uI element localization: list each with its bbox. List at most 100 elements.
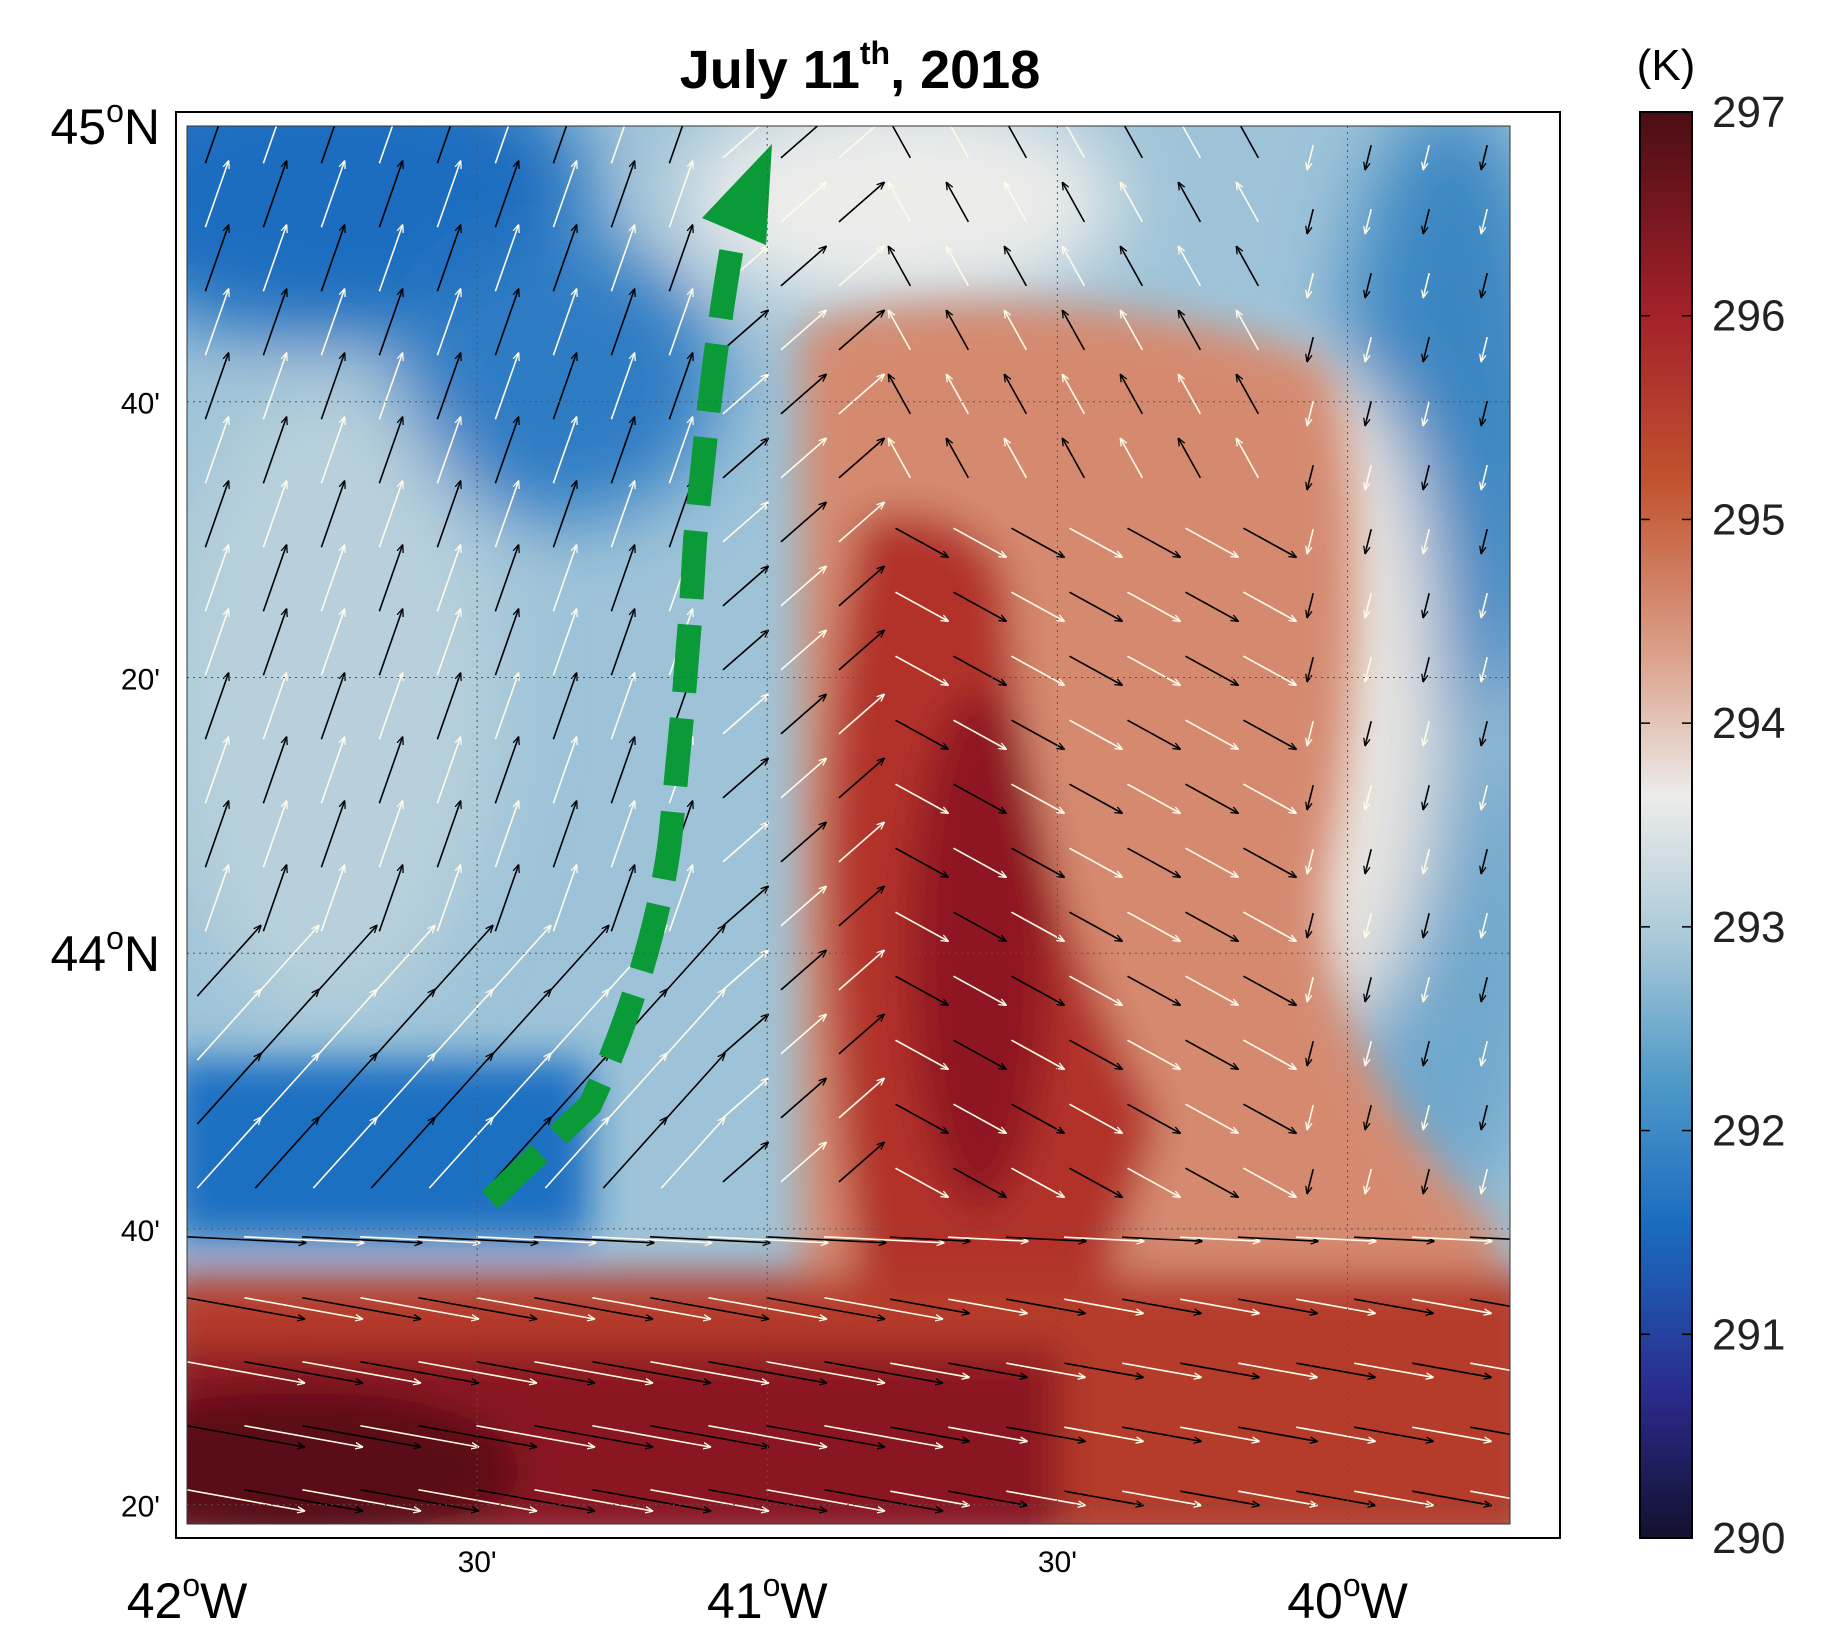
velocity-vector [1412,1298,1491,1313]
velocity-vector [1423,976,1430,1001]
colorbar-tick-label: 296 [1712,292,1785,341]
velocity-vector [1011,1167,1064,1197]
sst-field [187,126,1510,1524]
velocity-vector [953,1167,1006,1197]
velocity-vector [953,527,1006,557]
velocity-vector [1127,975,1180,1005]
velocity-vector [320,609,344,676]
velocity-vector [378,161,402,228]
velocity-vector [360,1488,478,1511]
velocity-vector [476,1296,594,1319]
velocity-vector [722,374,768,415]
velocity-vector [1122,1298,1201,1313]
velocity-vector [1481,1104,1488,1129]
velocity-vector [204,481,228,548]
velocity-vector [370,1118,435,1189]
velocity-vector [948,1490,1027,1505]
y-tick-label: 44oN [50,920,160,982]
velocity-vector [1064,1426,1143,1441]
velocity-vector [1063,311,1086,351]
velocity-vector [1307,784,1314,809]
velocity-vector [552,126,568,164]
velocity-vector [889,311,912,351]
velocity-vector [534,1296,652,1319]
velocity-vector [947,1236,1028,1241]
velocity-vector [1011,975,1064,1005]
plot-border [186,125,1511,1525]
velocity-vector [1423,1040,1430,1065]
velocity-vector [187,1236,306,1243]
velocity-vector [1365,464,1372,489]
velocity-vector [953,1039,1006,1069]
velocity-vector [1005,1236,1086,1241]
velocity-vector [1412,1490,1491,1505]
velocity-vector [1243,1039,1296,1069]
velocity-vector [552,545,576,612]
velocity-vector [494,609,518,676]
velocity-vector [436,673,460,740]
colorbar-tick-label: 292 [1712,1107,1785,1156]
velocity-vector [838,886,884,927]
velocity-vector [1423,1104,1430,1129]
velocity-vector [780,822,826,863]
velocity-vector [948,1362,1027,1377]
velocity-vector [262,289,286,356]
velocity-vector [1179,247,1202,287]
velocity-vector [722,438,768,479]
velocity-vector [1423,912,1430,937]
velocity-vector [1011,1103,1064,1133]
velocity-vector [1121,375,1144,415]
velocity-vector [552,225,576,292]
velocity-vector [947,439,970,479]
velocity-vector [1179,439,1202,479]
velocity-vector [722,1142,768,1183]
velocity-vector [320,481,344,548]
velocity-vector [780,502,826,543]
velocity-vector [1243,655,1296,685]
velocity-vector [302,1296,420,1319]
velocity-vector [418,1360,536,1383]
velocity-vector [1365,848,1372,873]
velocity-vector [1122,1490,1201,1505]
x-tick-label: 30' [1038,1546,1077,1579]
velocity-vector [668,126,684,164]
velocity-vector [722,310,768,351]
velocity-vector [668,161,692,228]
velocity-vector [1243,527,1296,557]
velocity-vector [552,609,576,676]
velocity-vector [895,591,948,621]
velocity-vector [722,502,768,543]
velocity-vector [610,865,634,932]
velocity-vector [196,990,261,1061]
velocity-vector [544,1118,609,1189]
velocity-vector [1006,1362,1085,1377]
velocity-vector [552,673,576,740]
velocity-vector [1307,656,1314,681]
velocity-vector [320,289,344,356]
velocity-vector [895,719,948,749]
velocity-vector [1237,375,1260,415]
velocity-vector [475,1236,596,1243]
velocity-vector [1296,1426,1375,1441]
x-tick-label: 42oW [127,1567,248,1629]
velocity-vector [707,1236,828,1243]
velocity-vector [262,801,286,868]
velocity-vector [1237,247,1260,287]
velocity-vector [668,353,692,420]
velocity-vector [838,182,884,223]
velocity-vector [1179,311,1202,351]
velocity-vector [1481,976,1488,1001]
velocity-vector [486,990,551,1061]
velocity-vector [780,374,826,415]
velocity-vector [378,481,402,548]
velocity-vector [428,1118,493,1189]
velocity-vector [668,225,692,292]
velocity-vector [494,126,510,164]
velocity-vector [320,545,344,612]
velocity-vector [1365,784,1372,809]
velocity-vector [1423,848,1430,873]
velocity-vector [254,990,319,1061]
velocity-vector [494,481,518,548]
velocity-vector [552,737,576,804]
velocity-vector [1185,911,1238,941]
